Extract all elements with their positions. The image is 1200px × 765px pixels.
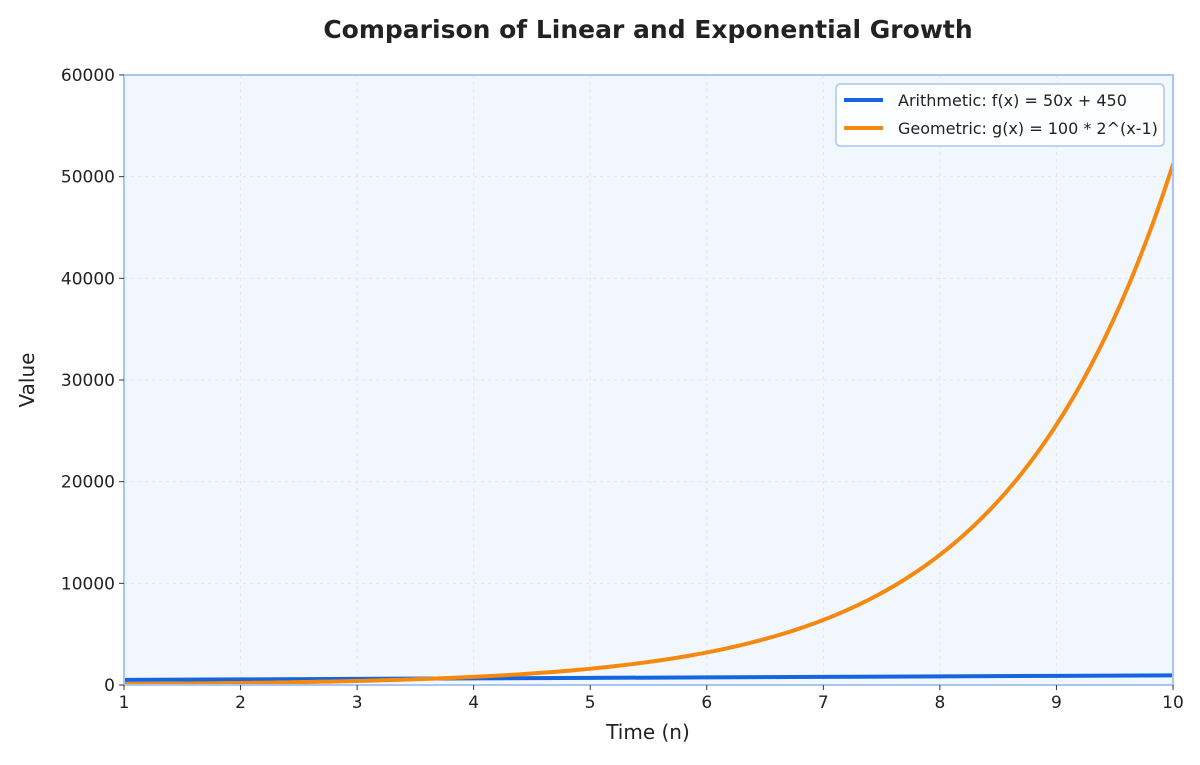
legend: Arithmetic: f(x) = 50x + 450 Geometric: … [835, 83, 1165, 147]
x-tick-label: 9 [1051, 693, 1062, 713]
y-tick-label: 60000 [61, 66, 115, 86]
y-tick-label: 10000 [61, 574, 115, 594]
x-axis-label: Time (n) [605, 720, 690, 744]
y-tick-label: 20000 [61, 473, 115, 493]
y-tick-label: 50000 [61, 168, 115, 188]
x-tick-label: 6 [701, 693, 712, 713]
x-tick-label: 7 [818, 693, 829, 713]
legend-label-arithmetic: Arithmetic: f(x) = 50x + 450 [898, 91, 1127, 110]
x-tick-label: 1 [119, 693, 130, 713]
y-axis-ticks: 0 10000 20000 30000 40000 50000 60000 [61, 66, 124, 696]
chart-title: Comparison of Linear and Exponential Gro… [323, 15, 972, 44]
legend-box [835, 83, 1165, 147]
x-tick-label: 4 [468, 693, 479, 713]
plot-area [124, 75, 1173, 685]
y-axis-label: Value [15, 353, 39, 408]
x-tick-label: 8 [934, 693, 945, 713]
series-layer [124, 162, 1173, 685]
x-tick-label: 10 [1162, 693, 1184, 713]
series-line-arithmetic [124, 673, 1173, 682]
y-tick-label: 0 [104, 676, 115, 696]
x-tick-label: 2 [235, 693, 246, 713]
legend-label-geometric: Geometric: g(x) = 100 * 2^(x-1) [898, 119, 1158, 138]
x-tick-label: 3 [352, 693, 363, 713]
y-tick-label: 40000 [61, 269, 115, 289]
x-tick-label: 5 [585, 693, 596, 713]
x-axis-ticks: 1 2 3 4 5 6 7 8 9 10 [119, 685, 1184, 713]
y-tick-label: 30000 [61, 371, 115, 391]
series-line-geometric [124, 162, 1173, 685]
